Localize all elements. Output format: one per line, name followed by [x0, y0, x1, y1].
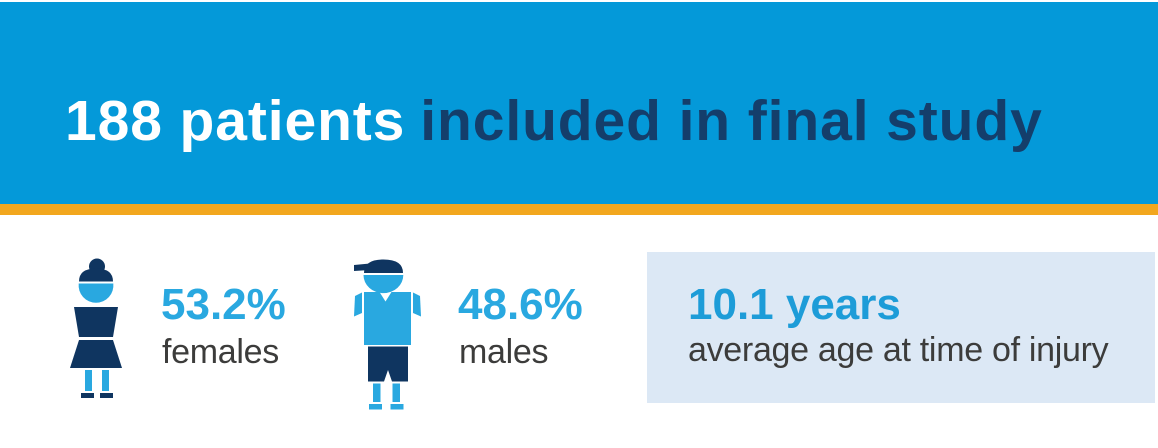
female-leg-left [85, 370, 92, 391]
female-dress-top [74, 307, 118, 337]
female-foot-right [100, 393, 113, 398]
male-leg-left [373, 383, 381, 402]
title-rest: included in final study [420, 89, 1043, 153]
male-cap-brim [354, 263, 370, 271]
male-cap [364, 259, 403, 273]
male-icon [354, 259, 421, 410]
female-face [78, 283, 114, 303]
male-stat-value: 48.6% [458, 280, 583, 329]
title-highlight: 188 patients [65, 89, 406, 153]
male-leg-right [392, 383, 400, 402]
female-leg-right [102, 370, 109, 391]
male-foot-right [390, 404, 404, 410]
accent-bar [0, 204, 1158, 215]
page-title: 188 patients included in final study [65, 93, 1043, 150]
female-icon [70, 258, 122, 398]
banner: 188 patients included in final study [0, 2, 1158, 204]
female-stat-value: 53.2% [161, 280, 286, 329]
age-box: 10.1 years average age at time of injury [647, 252, 1155, 403]
male-shorts [368, 346, 408, 382]
male-sleeve-left [354, 292, 362, 317]
age-label: average age at time of injury [688, 331, 1109, 369]
female-skirt [70, 340, 122, 368]
male-face [363, 275, 404, 294]
male-foot-left [369, 404, 382, 410]
age-value: 10.1 years [688, 280, 901, 329]
male-stat-label: males [459, 333, 549, 371]
female-hair [79, 268, 113, 282]
male-shirt [364, 292, 411, 345]
female-foot-left [81, 393, 94, 398]
male-sleeve-right [413, 292, 421, 317]
female-stat-label: females [162, 333, 279, 371]
